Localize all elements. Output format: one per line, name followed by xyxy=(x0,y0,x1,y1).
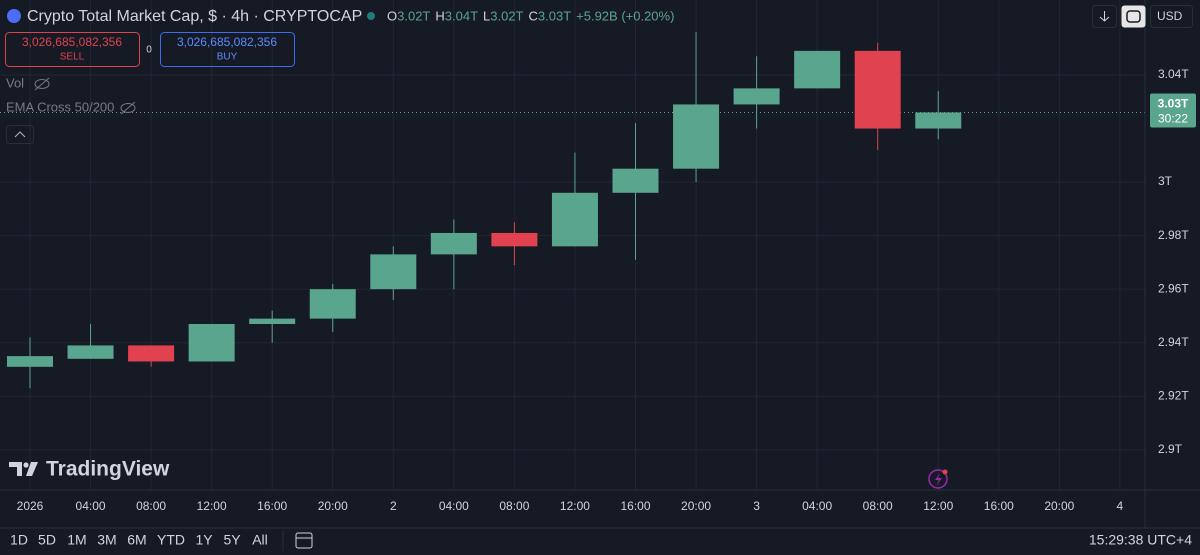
brand-logo xyxy=(9,462,38,476)
range-button[interactable]: 1M xyxy=(67,532,86,548)
candle-body xyxy=(67,345,114,359)
y-tick-label: 3T xyxy=(1158,174,1173,188)
candle-body xyxy=(370,254,417,290)
x-tick-label: 16:00 xyxy=(257,499,287,513)
ohlc-value: 3.02T xyxy=(397,8,430,23)
x-tick-label: 20:00 xyxy=(1044,499,1074,513)
range-button[interactable]: 6M xyxy=(127,532,146,548)
clock: 15:29:38 UTC+4 xyxy=(1089,532,1192,548)
candle-body xyxy=(915,112,962,129)
x-tick-label: 2026 xyxy=(17,499,44,513)
x-tick-label: 04:00 xyxy=(76,499,106,513)
events-icon xyxy=(935,473,942,486)
y-tick-label: 2.96T xyxy=(1158,281,1189,295)
range-button[interactable]: 1Y xyxy=(195,532,213,548)
sell-price[interactable]: 3,026,685,082,356 xyxy=(22,35,122,49)
x-tick-label: 12:00 xyxy=(560,499,590,513)
x-tick-label: 04:00 xyxy=(439,499,469,513)
buy-label[interactable]: BUY xyxy=(217,52,238,63)
range-button[interactable]: 3M xyxy=(97,532,116,548)
x-tick-label: 4 xyxy=(1117,499,1124,513)
y-tick-label: 2.98T xyxy=(1158,228,1189,242)
symbol-title: Crypto Total Market Cap, $ · 4h · CRYPTO… xyxy=(27,8,362,25)
collapse-button[interactable] xyxy=(6,125,34,144)
x-tick-label: 12:00 xyxy=(923,499,953,513)
range-button[interactable]: 5D xyxy=(38,532,56,548)
candle-body xyxy=(794,50,841,89)
ohlc-label: H xyxy=(435,8,444,23)
currency-button[interactable] xyxy=(1150,5,1193,28)
sync-button[interactable] xyxy=(1121,5,1146,28)
candle-body xyxy=(128,345,175,362)
indicator[interactable]: Vol xyxy=(6,75,24,90)
sync-icon xyxy=(1126,10,1141,23)
candle-body xyxy=(673,104,720,169)
events-icon[interactable] xyxy=(928,469,948,489)
ohlc-label: C xyxy=(529,8,538,23)
candle-body xyxy=(612,168,659,193)
ohlc-legend: O 3.02T H 3.04T L 3.02T C 3.03T xyxy=(387,8,571,23)
last-price-tag xyxy=(1150,93,1196,128)
calendar-icon[interactable] xyxy=(295,532,313,549)
candle-body xyxy=(733,88,780,105)
range-button[interactable]: All xyxy=(252,532,268,548)
ohlc-label: O xyxy=(387,8,397,23)
sell-button[interactable] xyxy=(5,32,140,67)
collapse-icon xyxy=(14,131,26,138)
x-tick-label: 2 xyxy=(390,499,397,513)
indicator[interactable]: EMA Cross 50/200 xyxy=(6,99,114,114)
candle-body xyxy=(188,323,235,362)
x-tick-label: 20:00 xyxy=(318,499,348,513)
x-tick-label: 16:00 xyxy=(620,499,650,513)
candle-body xyxy=(491,232,538,247)
ohlc-value: 3.03T xyxy=(538,8,571,23)
change: +5.92B (+0.20%) xyxy=(576,8,674,23)
hide-icon[interactable] xyxy=(34,77,50,91)
candle-body xyxy=(854,50,901,129)
sell-label[interactable]: SELL xyxy=(60,52,85,63)
x-tick-label: 04:00 xyxy=(802,499,832,513)
x-tick-label: 16:00 xyxy=(984,499,1014,513)
candle-body xyxy=(249,318,296,324)
x-tick-label: 08:00 xyxy=(499,499,529,513)
countdown: 30:22 xyxy=(1158,112,1188,126)
buy-price[interactable]: 3,026,685,082,356 xyxy=(177,35,277,49)
candles xyxy=(7,32,962,389)
x-tick-label: 12:00 xyxy=(197,499,227,513)
ohlc-label: L xyxy=(483,8,490,23)
currency[interactable]: USD xyxy=(1157,9,1183,23)
last-price-label: 3.03T xyxy=(1158,97,1189,111)
candle-body xyxy=(309,289,356,319)
range-button[interactable]: YTD xyxy=(157,532,185,548)
ohlc-value: 3.02T xyxy=(490,8,523,23)
download-icon xyxy=(1099,11,1110,22)
range-button[interactable]: 1D xyxy=(10,532,28,548)
x-tick-label: 08:00 xyxy=(136,499,166,513)
y-tick-label: 3.04T xyxy=(1158,67,1189,81)
candle-body xyxy=(430,232,477,255)
y-tick-label: 2.94T xyxy=(1158,335,1189,349)
brand: TradingView xyxy=(46,458,170,481)
range-bar: 1D 5D 1M 3M 6M YTD 1Y 5Y All xyxy=(10,532,268,548)
symbol-icon xyxy=(7,9,21,23)
ohlc-value: 3.04T xyxy=(445,8,478,23)
buy-button[interactable] xyxy=(160,32,295,67)
x-tick-label: 08:00 xyxy=(863,499,893,513)
candle-body xyxy=(551,192,598,247)
download-button[interactable] xyxy=(1092,5,1117,28)
spread: 0 xyxy=(146,45,152,56)
y-tick-label: 2.9T xyxy=(1158,442,1183,456)
candle-body xyxy=(7,356,53,367)
range-button[interactable]: 5Y xyxy=(223,532,241,548)
x-tick-label: 20:00 xyxy=(681,499,711,513)
y-tick-label: 2.92T xyxy=(1158,388,1189,402)
x-tick-label: 3 xyxy=(753,499,760,513)
events-badge xyxy=(942,469,948,475)
hide-icon[interactable] xyxy=(120,101,136,115)
market-status xyxy=(367,12,375,20)
